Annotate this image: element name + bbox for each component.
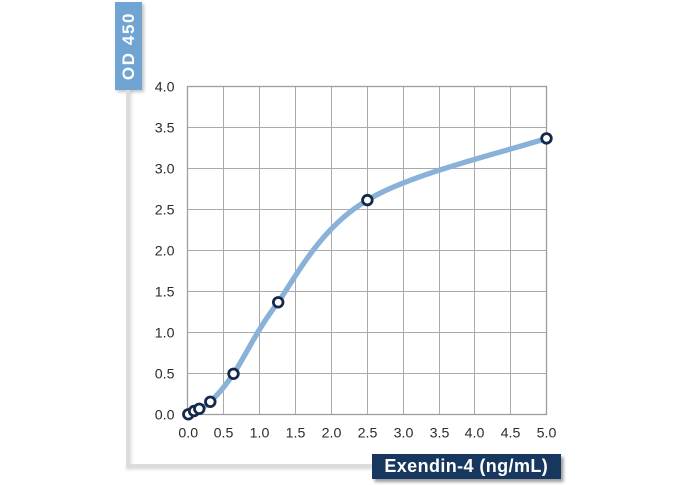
svg-text:1.5: 1.5 bbox=[286, 425, 306, 441]
svg-text:4.0: 4.0 bbox=[465, 425, 485, 441]
svg-text:4.5: 4.5 bbox=[501, 425, 521, 441]
svg-text:0.5: 0.5 bbox=[214, 425, 234, 441]
svg-text:3.0: 3.0 bbox=[394, 425, 414, 441]
svg-text:0.5: 0.5 bbox=[155, 366, 175, 382]
svg-text:1.0: 1.0 bbox=[250, 425, 270, 441]
svg-text:0.0: 0.0 bbox=[178, 425, 198, 441]
svg-text:1.5: 1.5 bbox=[155, 284, 175, 300]
svg-text:1.0: 1.0 bbox=[155, 325, 175, 341]
svg-text:4.0: 4.0 bbox=[155, 79, 175, 95]
svg-text:3.5: 3.5 bbox=[155, 120, 175, 136]
svg-text:0.0: 0.0 bbox=[155, 407, 175, 423]
svg-text:2.5: 2.5 bbox=[155, 202, 175, 218]
svg-text:3.5: 3.5 bbox=[430, 425, 450, 441]
svg-text:5.0: 5.0 bbox=[537, 425, 557, 441]
svg-text:3.0: 3.0 bbox=[155, 161, 175, 177]
svg-text:2.0: 2.0 bbox=[155, 243, 175, 259]
svg-text:2.0: 2.0 bbox=[322, 425, 342, 441]
svg-text:2.5: 2.5 bbox=[358, 425, 378, 441]
